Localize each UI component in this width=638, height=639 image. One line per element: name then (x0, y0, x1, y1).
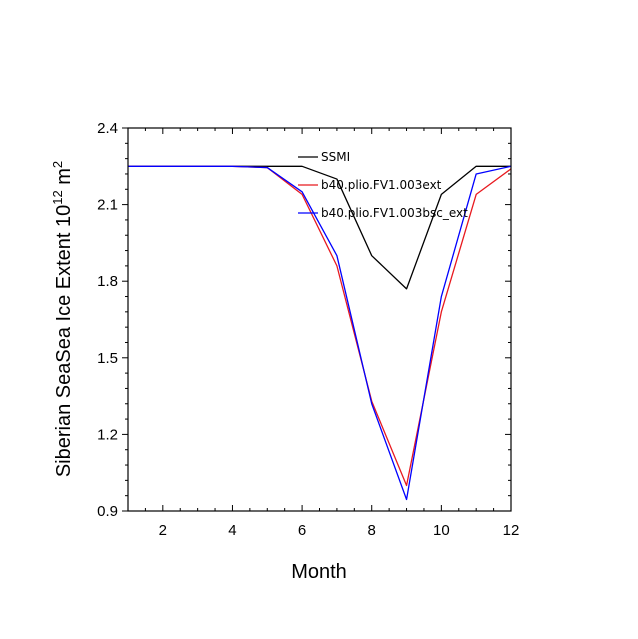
y-tick-label: 1.5 (97, 350, 118, 367)
x-tick-labels: 2 4 6 8 10 12 (159, 522, 520, 539)
x-tick-label: 10 (433, 522, 450, 539)
y-axis-title-base: Siberian SeaSea Ice Extent 10 (53, 205, 75, 477)
y-axis-title: Siberian SeaSea Ice Extent 1012 m2 (50, 161, 75, 477)
x-tick-label: 4 (228, 522, 236, 539)
plot-frame (127, 127, 512, 512)
series-line-b40-plio-fv1-003bsc-ext (128, 165, 512, 501)
y-axis-title-unit: m (53, 168, 75, 190)
series-layer (128, 165, 512, 501)
y-tick-label: 1.8 (97, 273, 118, 290)
x-axis-title: Month (291, 561, 347, 583)
y-tick-label: 2.4 (97, 120, 118, 137)
legend-label-ssmi: SSMI (321, 150, 350, 164)
y-axis-title-exp1: 12 (50, 190, 65, 204)
x-tick-label: 8 (368, 522, 376, 539)
y-axis-title-exp2: 2 (50, 161, 65, 168)
legend: SSMI b40.plio.FV1.003ext b40.plio.FV1.00… (298, 150, 468, 220)
y-tick-label: 1.2 (97, 426, 118, 443)
x-tick-label: 6 (298, 522, 306, 539)
legend-label-ext: b40.plio.FV1.003ext (321, 178, 442, 192)
legend-label-bsc-ext: b40.plio.FV1.003bsc_ext (321, 206, 468, 220)
y-tick-label: 0.9 (97, 503, 118, 520)
y-tick-labels: 0.9 1.2 1.5 1.8 2.1 2.4 (97, 120, 118, 520)
y-tick-label: 2.1 (97, 197, 118, 214)
x-tick-label: 12 (503, 522, 520, 539)
x-tick-label: 2 (159, 522, 167, 539)
